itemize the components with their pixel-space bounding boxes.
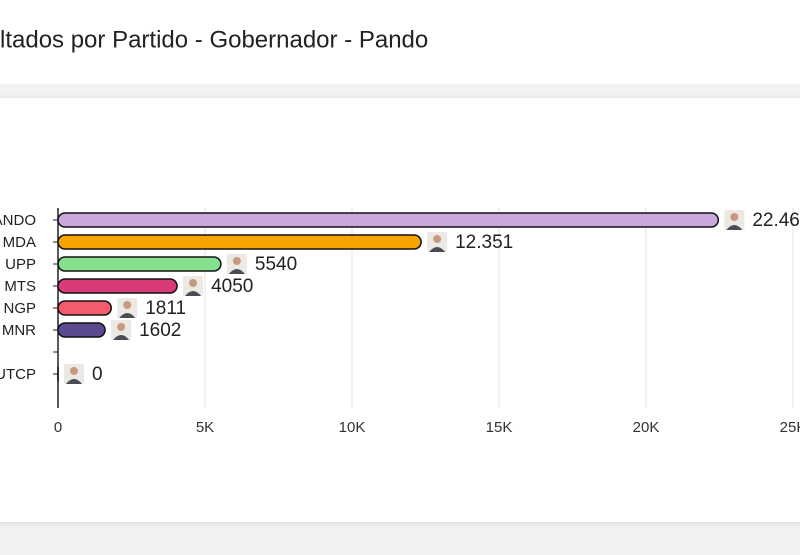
y-tick-label: UPP bbox=[5, 256, 36, 273]
photo-head bbox=[433, 235, 441, 243]
bar bbox=[58, 257, 221, 271]
y-tick-label: MTS bbox=[4, 278, 36, 295]
x-tick-label: 10K bbox=[339, 419, 366, 436]
value-label: 12.351 bbox=[455, 232, 513, 253]
photo-head bbox=[730, 213, 738, 221]
candidate-photo bbox=[117, 298, 137, 318]
bar bbox=[58, 279, 177, 293]
value-label: 1811 bbox=[145, 298, 186, 319]
photo-head bbox=[70, 367, 78, 375]
y-tick-label: ANDO bbox=[0, 212, 36, 229]
candidate-photo bbox=[427, 232, 447, 252]
y-tick-label: UTCP bbox=[0, 366, 36, 383]
x-tick-label: 20K bbox=[633, 419, 660, 436]
candidate-photo bbox=[227, 254, 247, 274]
value-label: 5540 bbox=[255, 254, 297, 275]
bar bbox=[58, 213, 718, 227]
photo-head bbox=[117, 323, 125, 331]
candidate-photo bbox=[724, 210, 744, 230]
value-label: 0 bbox=[92, 364, 103, 385]
bar bbox=[58, 301, 111, 315]
y-tick-label: MDA bbox=[3, 234, 36, 251]
value-label: 4050 bbox=[211, 276, 253, 297]
bar bbox=[58, 235, 421, 249]
x-tick-label: 25K bbox=[780, 419, 800, 436]
candidate-photo bbox=[64, 364, 84, 384]
y-tick-label: MNR bbox=[2, 322, 36, 339]
value-label: 22.46 bbox=[752, 210, 800, 231]
chart-title: ltados por Partido - Gobernador - Pando bbox=[0, 26, 428, 53]
photo-head bbox=[189, 279, 197, 287]
candidate-photo bbox=[111, 320, 131, 340]
bar bbox=[58, 323, 105, 337]
y-tick-label: NGP bbox=[3, 300, 36, 317]
x-tick-label: 0 bbox=[54, 419, 62, 436]
photo-head bbox=[233, 257, 241, 265]
photo-head bbox=[123, 301, 131, 309]
x-tick-label: 5K bbox=[196, 419, 214, 436]
x-tick-label: 15K bbox=[486, 419, 513, 436]
value-label: 1602 bbox=[139, 320, 181, 341]
candidate-photo bbox=[183, 276, 203, 296]
